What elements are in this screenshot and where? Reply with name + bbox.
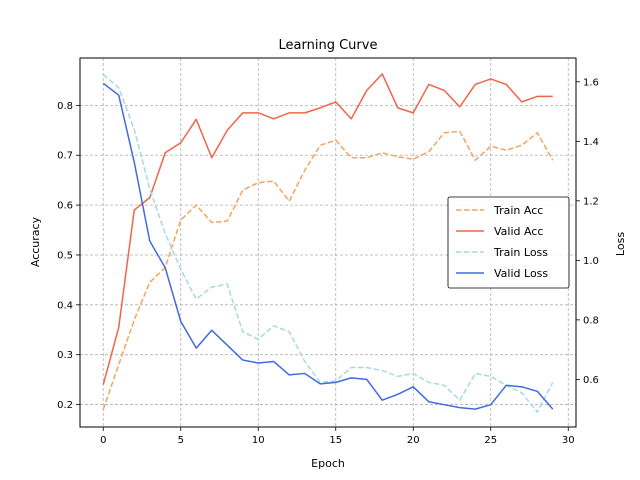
y-tick-label-right: 0.6	[583, 375, 599, 386]
series-line-train-acc	[102, 130, 554, 410]
y-axis-label-right: Loss	[614, 232, 627, 256]
y-tick-label-right: 1.6	[583, 77, 599, 88]
x-tick-label: 20	[407, 435, 420, 446]
axis-ticks: 0 5 10 15 20 25 30 0.2 0.3 0.4 0.5 0.6 0.7 0.8 0.6 0.8 1…	[57, 77, 599, 446]
y-tick-label-right: 1.2	[583, 196, 599, 207]
x-tick-label: 0	[100, 435, 106, 446]
y-tick-label-right: 1.4	[583, 137, 599, 148]
x-tick-label: 15	[329, 435, 342, 446]
y-tick-label-right: 1.0	[583, 256, 599, 267]
legend-label: Train Acc	[493, 204, 543, 217]
plot-frame	[79, 57, 577, 428]
series-line-valid-loss	[102, 82, 554, 410]
x-tick-label: 30	[562, 435, 575, 446]
y-tick-label-left: 0.7	[57, 151, 73, 162]
y-tick-label-left: 0.3	[57, 350, 73, 361]
grid	[80, 58, 576, 427]
y-tick-label-left: 0.8	[57, 101, 73, 112]
legend-label: Valid Loss	[494, 267, 548, 280]
legend-label: Valid Acc	[494, 225, 543, 238]
x-tick-label: 5	[178, 435, 184, 446]
y-tick-label-right: 0.8	[583, 315, 599, 326]
x-tick-label: 10	[252, 435, 265, 446]
x-axis-label: Epoch	[311, 457, 345, 470]
y-tick-label-left: 0.2	[57, 400, 73, 411]
series-lines	[102, 73, 554, 413]
series-line-valid-acc	[102, 73, 553, 385]
y-axis-label-left: Accuracy	[29, 216, 42, 267]
legend: Train Acc Valid Acc Train Loss Valid Loss	[447, 196, 570, 289]
y-tick-label-left: 0.5	[57, 250, 73, 261]
x-tick-label: 25	[484, 435, 497, 446]
y-tick-label-left: 0.6	[57, 201, 73, 212]
chart-title: Learning Curve	[279, 38, 378, 53]
series-line-train-loss	[102, 73, 554, 413]
y-tick-label-left: 0.4	[57, 300, 73, 311]
legend-box	[447, 196, 570, 289]
legend-label: Train Loss	[493, 246, 548, 259]
